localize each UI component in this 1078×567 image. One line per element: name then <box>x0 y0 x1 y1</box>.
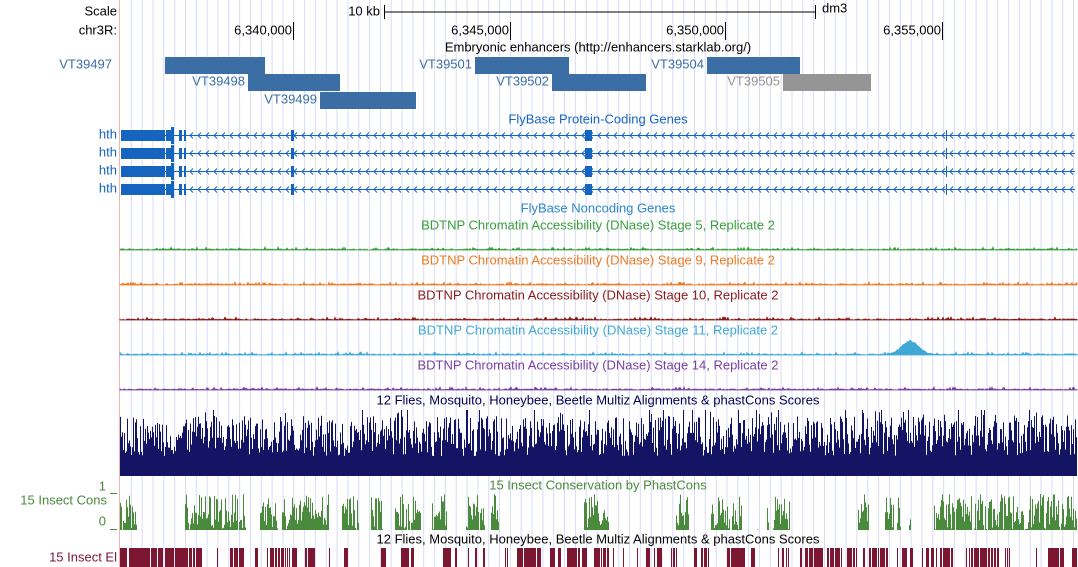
gene-exon <box>946 166 947 177</box>
gene-exon <box>179 184 182 195</box>
gene-exon <box>171 181 174 198</box>
dnase-signal <box>119 385 1078 391</box>
gene-exon <box>291 184 294 195</box>
enhancer-label: VT39505 <box>727 73 780 88</box>
chrom-label: chr3R: <box>79 22 117 37</box>
enhancer-label: VT39497 <box>59 56 112 71</box>
gene-exon <box>585 184 592 195</box>
gene-exon <box>946 130 947 141</box>
track-title: BDTNP Chromatin Accessibility (DNase) St… <box>421 217 775 232</box>
enhancer-label: VT39501 <box>419 56 472 71</box>
dnase-signal <box>119 280 1078 286</box>
ruler-label: 6,340,000 <box>234 22 292 37</box>
gene-exon <box>166 148 174 159</box>
enhancer-box <box>707 57 800 74</box>
scale-bar-label: 10 kb <box>348 3 380 18</box>
dnase-signal <box>119 245 1078 251</box>
track-label: 15 Insect Cons <box>20 492 107 507</box>
gene-exon <box>179 166 182 177</box>
gene-label: hth <box>99 162 117 177</box>
tracks: Embryonic enhancers (http://enhancers.st… <box>20 39 1078 567</box>
track-title: FlyBase Noncoding Genes <box>521 200 676 215</box>
axis-label: 1 <box>99 478 106 493</box>
track-title: FlyBase Protein-Coding Genes <box>508 111 688 126</box>
scale-bar <box>384 5 816 19</box>
gene-exon <box>179 130 182 141</box>
gene-exon <box>171 145 174 162</box>
axis-label: 0 <box>99 513 106 528</box>
gene-exon <box>585 148 592 159</box>
gene-exon <box>171 163 174 180</box>
enhancer-label: VT39498 <box>192 73 245 88</box>
enhancer-box <box>552 74 646 91</box>
gene-exon <box>179 148 182 159</box>
enhancer-box <box>248 74 340 91</box>
gene-exon <box>121 184 165 195</box>
dnase-signal <box>119 339 1078 356</box>
track-title: 12 Flies, Mosquito, Honeybee, Beetle Mul… <box>377 531 820 546</box>
scale-label: Scale <box>84 3 117 18</box>
track-title: Embryonic enhancers (http://enhancers.st… <box>445 39 751 54</box>
ruler-label: 6,355,000 <box>883 22 941 37</box>
multiz-signal <box>120 410 1077 476</box>
gene-exon <box>166 184 174 195</box>
gene-exon <box>184 184 186 195</box>
gene-exon <box>166 130 174 141</box>
phastcons-signal <box>120 494 1077 530</box>
gene-exon <box>585 166 592 177</box>
gene-strand-arrows <box>189 168 1074 175</box>
enhancer-box <box>783 74 871 91</box>
gene-label: hth <box>99 126 117 141</box>
enhancer-box <box>475 57 569 74</box>
track-title: BDTNP Chromatin Accessibility (DNase) St… <box>417 357 778 372</box>
gene-label: hth <box>99 180 117 195</box>
gene-exon <box>184 166 186 177</box>
ruler-label: 6,350,000 <box>666 22 724 37</box>
ruler-label: 6,345,000 <box>451 22 509 37</box>
assembly: dm3 <box>822 0 847 15</box>
gene-label: hth <box>99 144 117 159</box>
gene-exon <box>291 148 294 159</box>
gene-exon <box>291 130 294 141</box>
enhancer-label: VT39499 <box>264 91 317 106</box>
gene-exon <box>184 148 186 159</box>
gene-exon <box>946 184 947 195</box>
gene-exon <box>946 148 947 159</box>
gene-exon <box>166 166 174 177</box>
track-title: BDTNP Chromatin Accessibility (DNase) St… <box>421 252 775 267</box>
gene-exon <box>121 148 165 159</box>
enhancer-box <box>165 57 265 74</box>
gene-exon <box>121 166 165 177</box>
track-title: 12 Flies, Mosquito, Honeybee, Beetle Mul… <box>377 392 820 407</box>
enhancer-label: VT39502 <box>496 73 549 88</box>
enhancer-box <box>320 92 416 109</box>
track-title: BDTNP Chromatin Accessibility (DNase) St… <box>418 322 778 337</box>
enhancer-label: VT39504 <box>651 56 704 71</box>
gene-strand-arrows <box>189 186 1074 193</box>
dnase-signal <box>119 315 1078 321</box>
track-title: 15 Insect Conservation by PhastCons <box>489 477 707 492</box>
gene-exon <box>184 130 186 141</box>
gene-strand-arrows <box>189 150 1074 157</box>
gene-exon <box>585 130 592 141</box>
axis-ticks <box>110 493 117 530</box>
ruler: 6,340,000 6,345,000 6,350,000 6,355,000 <box>234 22 943 40</box>
gene-strand-arrows <box>189 132 1074 139</box>
element-marks <box>120 548 1077 567</box>
track-title: BDTNP Chromatin Accessibility (DNase) St… <box>417 287 778 302</box>
gene-exon <box>171 127 174 144</box>
gene-exon <box>291 166 294 177</box>
gene-exon <box>121 130 165 141</box>
track-label: 15 Insect El <box>49 549 117 564</box>
